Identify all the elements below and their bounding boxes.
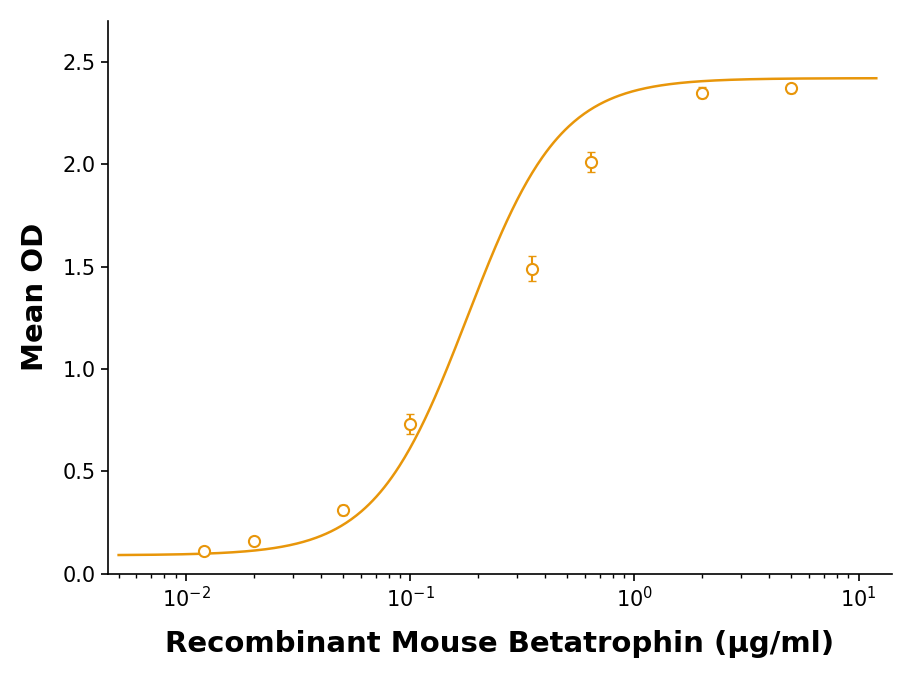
Y-axis label: Mean OD: Mean OD [21, 223, 48, 371]
X-axis label: Recombinant Mouse Betatrophin (μg/ml): Recombinant Mouse Betatrophin (μg/ml) [165, 630, 834, 658]
